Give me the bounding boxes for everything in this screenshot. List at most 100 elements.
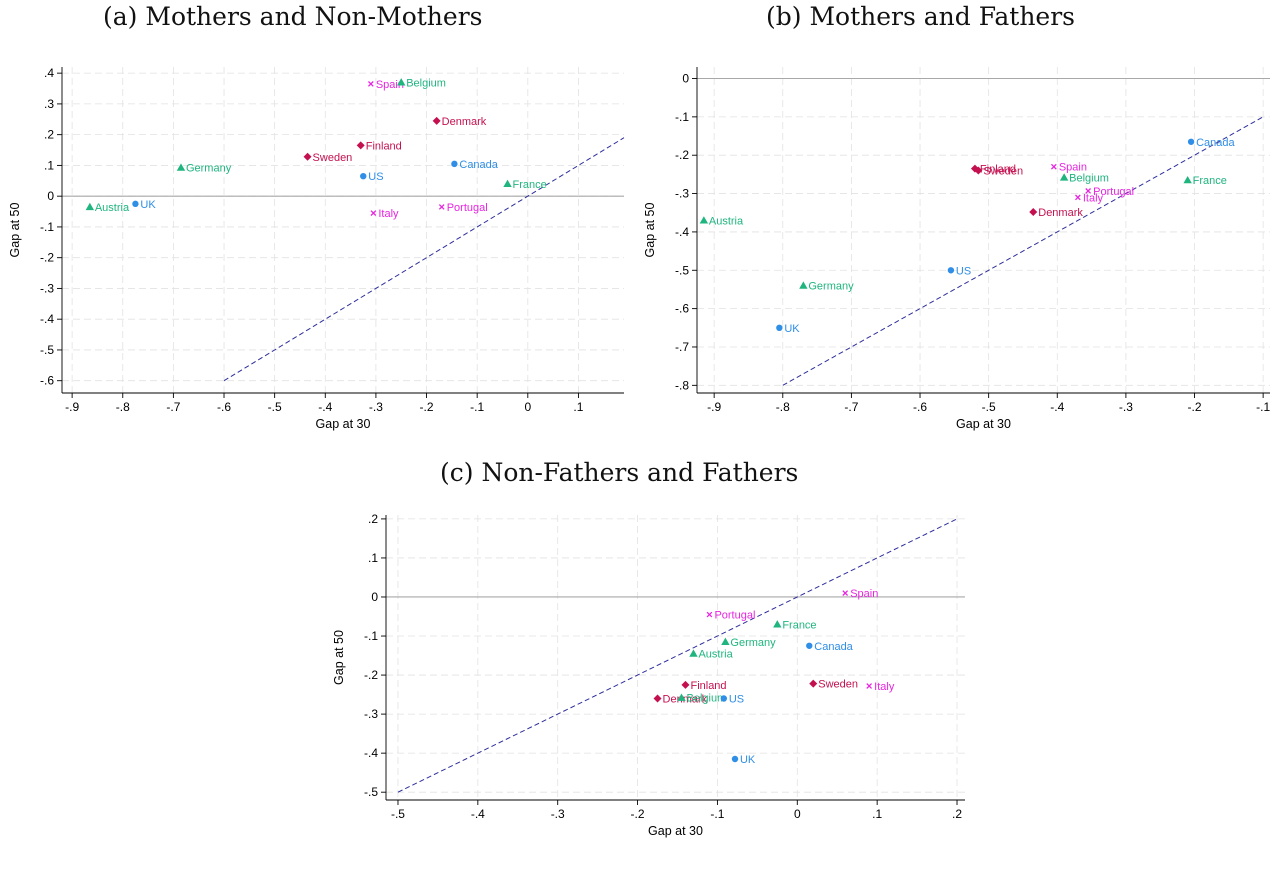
marker-finland xyxy=(681,680,690,689)
y-tick-label: -.7 xyxy=(675,340,689,354)
y-axis-title: Gap at 50 xyxy=(643,203,657,258)
y-tick-label: 0 xyxy=(371,590,378,604)
x-tick-label: .1 xyxy=(573,400,583,414)
x-tick-label: -.8 xyxy=(776,400,790,414)
marker-finland xyxy=(356,141,365,150)
panel-a-title: (a) Mothers and Non-Mothers xyxy=(103,2,483,31)
marker-denmark xyxy=(1029,207,1038,216)
label-portugal: Portugal xyxy=(1093,186,1134,198)
marker-sweden xyxy=(974,166,983,175)
label-uk: UK xyxy=(740,754,756,766)
point-finland: Finland xyxy=(356,140,402,152)
x-tick-label: -.4 xyxy=(1050,400,1064,414)
x-axis-title: Gap at 30 xyxy=(956,417,1011,431)
marker-us xyxy=(947,267,955,274)
x-tick-label: -.3 xyxy=(369,400,383,414)
marker-germany xyxy=(799,281,808,289)
point-belgium: Belgium xyxy=(397,77,446,89)
marker-uk xyxy=(776,324,783,331)
label-portugal: Portugal xyxy=(714,610,755,622)
label-canada: Canada xyxy=(459,159,498,171)
label-spain: Spain xyxy=(376,79,404,91)
y-tick-label: .1 xyxy=(44,158,54,172)
y-tick-label: -.6 xyxy=(675,302,689,316)
y-tick-label: -.4 xyxy=(40,312,54,326)
marker-austria xyxy=(699,216,709,224)
y-axis-title: Gap at 50 xyxy=(332,630,346,685)
y-tick-label: -.8 xyxy=(675,378,689,392)
point-italy: Italy xyxy=(866,681,895,693)
y-tick-label: 0 xyxy=(47,189,54,203)
label-uk: UK xyxy=(140,199,156,211)
marker-portugal xyxy=(438,204,445,210)
x-tick-label: -.6 xyxy=(913,400,927,414)
x-tick-label: -.9 xyxy=(65,400,79,414)
y-tick-label: -.1 xyxy=(675,110,689,124)
x-tick-label: -.7 xyxy=(166,400,180,414)
y-tick-label: -.3 xyxy=(40,281,54,295)
marker-belgium xyxy=(397,78,406,86)
x-tick-label: -.9 xyxy=(707,400,721,414)
point-denmark: Denmark xyxy=(653,693,708,705)
point-us: US xyxy=(360,171,384,183)
point-denmark: Denmark xyxy=(432,116,487,128)
marker-canada xyxy=(451,160,458,168)
point-france: France xyxy=(773,619,817,631)
marker-denmark xyxy=(653,694,662,703)
point-portugal: Portugal xyxy=(706,610,755,622)
label-us: US xyxy=(956,265,971,277)
label-denmark: Denmark xyxy=(1038,207,1083,219)
label-belgium: Belgium xyxy=(1069,172,1109,184)
marker-italy xyxy=(370,210,377,216)
y-tick-label: -.6 xyxy=(40,374,54,388)
point-sweden: Sweden xyxy=(974,166,1023,178)
diagonal-line xyxy=(782,116,1264,386)
label-france: France xyxy=(1193,175,1227,187)
point-spain: Spain xyxy=(842,588,878,600)
marker-austria xyxy=(85,202,95,211)
panel-c-title: (c) Non-Fathers and Fathers xyxy=(440,458,799,487)
x-tick-label: -.1 xyxy=(1256,400,1270,414)
x-tick-label: -.1 xyxy=(470,400,484,414)
label-sweden: Sweden xyxy=(818,679,858,691)
chart-a-mothers-non-mothers: -.9 -.8 -.7 -.6 -.5 -.4 -.3 -.2 -.1 0 .1 -.6 -.5 -.4 -… xyxy=(8,66,625,431)
label-sweden: Sweden xyxy=(313,152,353,164)
y-tick-label: -.4 xyxy=(364,746,378,760)
point-us: US xyxy=(720,693,744,705)
label-austria: Austria xyxy=(709,215,744,227)
label-france: France xyxy=(513,179,547,191)
label-italy: Italy xyxy=(378,208,399,220)
point-uk: UK xyxy=(132,199,156,211)
marker-spain xyxy=(842,590,849,596)
label-germany: Germany xyxy=(730,637,776,649)
label-uk: UK xyxy=(784,323,800,335)
label-italy: Italy xyxy=(874,681,895,693)
label-sweden: Sweden xyxy=(983,166,1023,178)
label-denmark: Denmark xyxy=(663,693,708,705)
marker-denmark xyxy=(432,116,441,125)
y-tick-label: -.2 xyxy=(40,251,54,265)
label-portugal: Portugal xyxy=(447,202,488,214)
marker-germany xyxy=(176,163,186,171)
marker-belgium xyxy=(677,693,686,701)
chart-b-mothers-fathers: -.9 -.8 -.7 -.6 -.5 -.4 -.3 -.2 -.1 -.8 -.7 -.6 -.5 -… xyxy=(643,67,1270,431)
x-tick-label: .2 xyxy=(952,807,962,821)
label-denmark: Denmark xyxy=(442,116,487,128)
x-tick-label: -.1 xyxy=(710,807,724,821)
point-sweden: Sweden xyxy=(303,152,353,164)
x-tick-label: -.2 xyxy=(1188,400,1202,414)
point-austria: Austria xyxy=(699,215,744,227)
x-axis-title: Gap at 30 xyxy=(648,824,703,838)
gridlines xyxy=(62,67,624,393)
label-canada: Canada xyxy=(1196,137,1235,149)
x-tick-label: -.4 xyxy=(318,400,332,414)
label-germany: Germany xyxy=(808,281,854,293)
x-tick-label: -.4 xyxy=(471,807,485,821)
chart-c-non-fathers-fathers: -.5 -.4 -.3 -.2 -.1 0 .1 .2 -.5 -.4 -.3 -.2 -.1 0 .1 .2… xyxy=(332,512,965,838)
point-canada: Canada xyxy=(806,641,854,653)
label-canada: Canada xyxy=(814,641,853,653)
y-axis-title: Gap at 50 xyxy=(8,203,22,258)
y-tick-label: -.2 xyxy=(675,148,689,162)
y-tick-label: .3 xyxy=(44,97,54,111)
x-tick-label: 0 xyxy=(794,807,801,821)
